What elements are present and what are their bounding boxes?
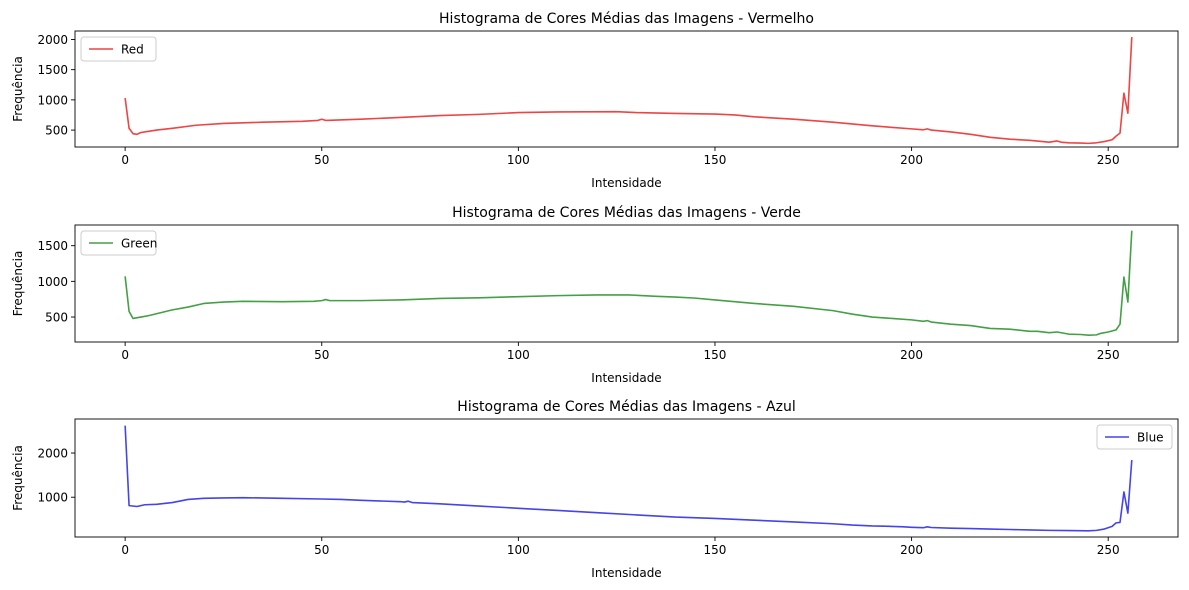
y-axis-label: Frequência <box>11 56 25 122</box>
legend: Blue <box>1096 424 1173 450</box>
subplot-2: Histograma de Cores Médias das Imagens -… <box>11 205 1179 385</box>
x-tick-label: 0 <box>121 153 129 167</box>
subplot-title: Histograma de Cores Médias das Imagens -… <box>439 11 814 27</box>
y-axis-label: Frequência <box>11 445 25 511</box>
y-tick-label: 1500 <box>37 63 68 77</box>
x-axis-label: Intensidade <box>591 176 661 190</box>
y-tick-label: 500 <box>45 124 68 138</box>
legend-box <box>80 230 157 256</box>
legend-box <box>80 36 157 62</box>
x-tick-label: 100 <box>507 543 530 557</box>
x-tick-label: 50 <box>314 153 329 167</box>
x-tick-label: 100 <box>507 153 530 167</box>
x-tick-label: 0 <box>121 543 129 557</box>
x-tick-label: 250 <box>1097 348 1120 362</box>
series-line-blue <box>124 425 1133 532</box>
x-tick-label: 100 <box>507 348 530 362</box>
x-tick-label: 250 <box>1097 543 1120 557</box>
y-tick-label: 1000 <box>37 491 68 505</box>
series-line-green <box>124 230 1133 337</box>
subplot-title: Histograma de Cores Médias das Imagens -… <box>457 399 795 415</box>
x-tick-label: 250 <box>1097 153 1120 167</box>
y-tick-label: 2000 <box>37 447 68 461</box>
legend: Green <box>80 230 157 256</box>
subplot-title: Histograma de Cores Médias das Imagens -… <box>452 205 801 221</box>
legend-box <box>1096 424 1173 450</box>
x-tick-label: 200 <box>900 543 923 557</box>
x-tick-label: 0 <box>121 348 129 362</box>
subplot-3: Histograma de Cores Médias das Imagens -… <box>11 399 1179 580</box>
legend-label: Blue <box>1137 431 1164 445</box>
x-tick-label: 200 <box>900 153 923 167</box>
axes-frame <box>74 30 1179 148</box>
x-tick-label: 150 <box>704 153 727 167</box>
y-tick-label: 500 <box>45 311 68 325</box>
legend: Red <box>80 36 157 62</box>
x-tick-label: 50 <box>314 543 329 557</box>
axes-frame <box>74 224 1179 343</box>
x-tick-label: 50 <box>314 348 329 362</box>
x-axis-label: Intensidade <box>591 371 661 385</box>
y-tick-label: 2000 <box>37 33 68 47</box>
series-line-red <box>124 36 1133 145</box>
y-tick-label: 1000 <box>37 275 68 289</box>
x-tick-label: 200 <box>900 348 923 362</box>
legend-label: Red <box>121 43 144 57</box>
x-tick-label: 150 <box>704 543 727 557</box>
subplot-1: Histograma de Cores Médias das Imagens -… <box>11 11 1179 190</box>
legend-label: Green <box>121 237 157 251</box>
y-tick-label: 1000 <box>37 93 68 107</box>
x-tick-label: 150 <box>704 348 727 362</box>
y-axis-label: Frequência <box>11 251 25 317</box>
y-tick-label: 1500 <box>37 239 68 253</box>
x-axis-label: Intensidade <box>591 566 661 580</box>
axes-frame <box>74 418 1179 538</box>
